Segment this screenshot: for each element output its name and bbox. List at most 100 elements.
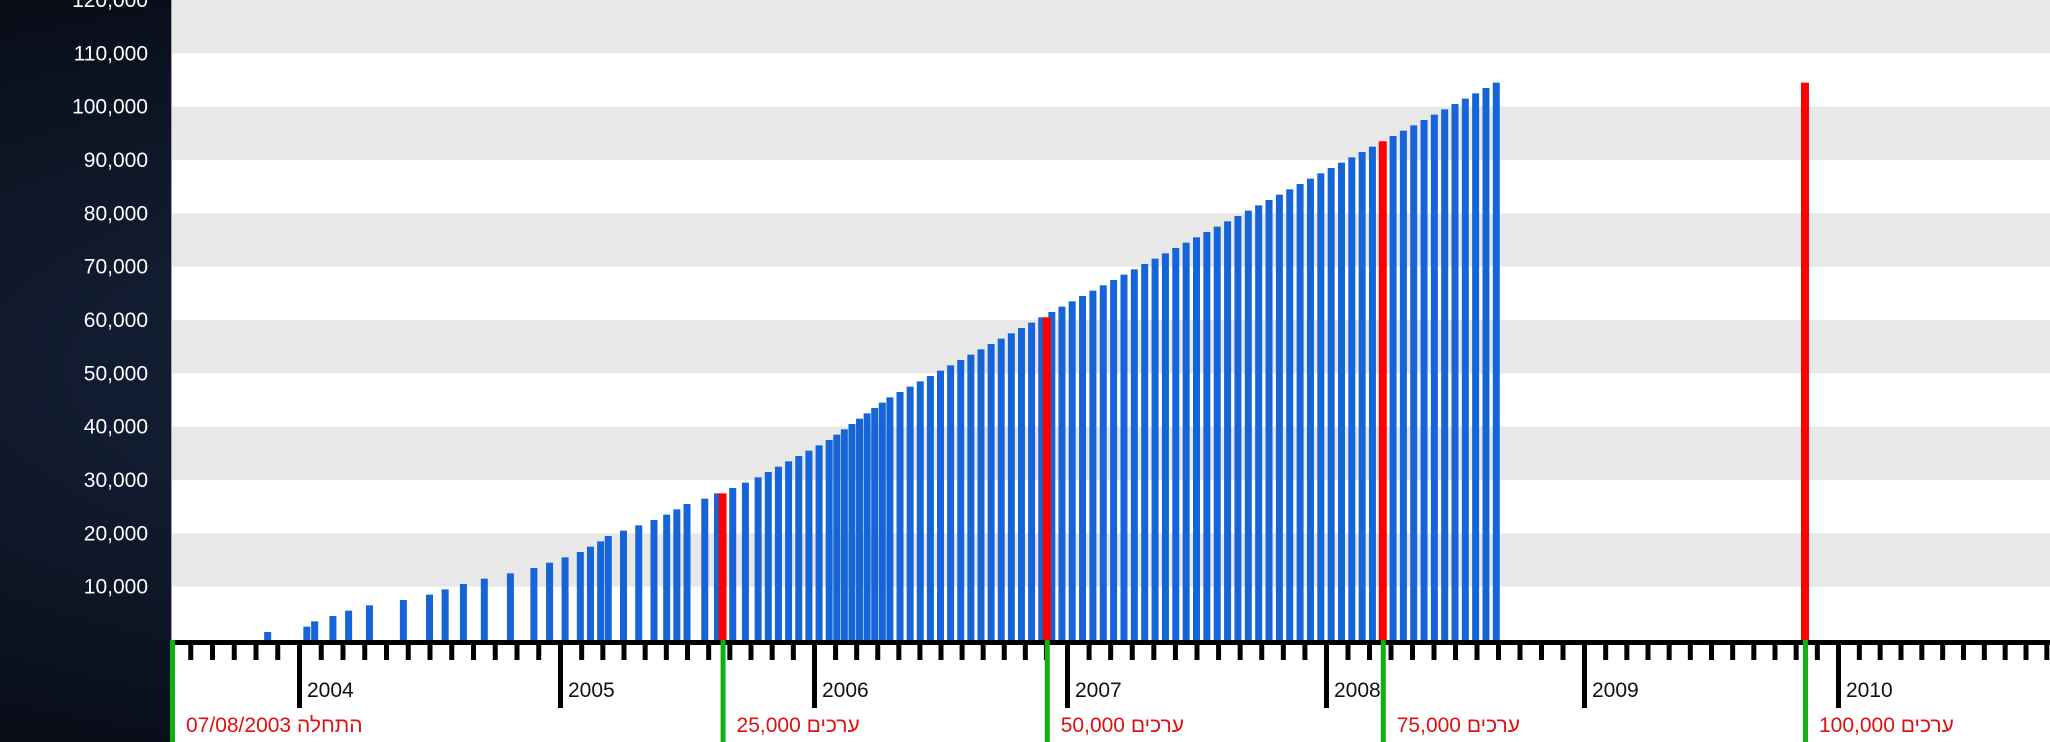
- bar: [833, 434, 841, 640]
- bar: [1368, 146, 1376, 640]
- x-minor-tick: [1172, 640, 1178, 660]
- bar: [1099, 285, 1107, 640]
- bar: [576, 552, 584, 640]
- x-minor-tick: [427, 640, 433, 660]
- bar: [459, 584, 467, 640]
- milestone-line: [720, 640, 726, 742]
- bar: [1255, 205, 1263, 641]
- x-year-tick: [1582, 640, 1587, 708]
- x-minor-tick: [1666, 640, 1672, 660]
- bar: [1079, 296, 1087, 640]
- bar: [754, 477, 762, 640]
- x-minor-tick: [1194, 640, 1200, 660]
- bar: [916, 381, 924, 640]
- x-minor-tick: [579, 640, 585, 660]
- x-minor-tick: [514, 640, 520, 660]
- milestone-label: 75,000 ערכים: [1397, 714, 1520, 737]
- bar: [1389, 136, 1397, 640]
- bar: [597, 541, 605, 640]
- x-minor-tick: [1687, 640, 1693, 660]
- x-minor-tick: [2044, 640, 2050, 660]
- x-minor-tick: [833, 640, 839, 660]
- bar: [1141, 264, 1149, 640]
- bar: [1420, 120, 1428, 640]
- bar: [1492, 82, 1500, 640]
- bar: [1410, 125, 1418, 641]
- bar: [1224, 221, 1232, 641]
- bar: [937, 370, 944, 640]
- bar: [345, 610, 353, 640]
- bar: [1430, 114, 1438, 640]
- y-tick-label: 90,000: [84, 149, 148, 172]
- x-minor-tick: [1751, 640, 1757, 660]
- x-minor-tick: [1961, 640, 1966, 660]
- bar: [604, 536, 612, 640]
- bar: [1048, 312, 1056, 640]
- x-year-tick: [558, 640, 563, 708]
- bar: [1399, 130, 1407, 640]
- milestone-bar: [1378, 141, 1387, 641]
- x-minor-tick: [980, 640, 986, 660]
- y-tick-label: 100,000: [72, 96, 148, 119]
- x-minor-tick: [748, 640, 754, 660]
- bar: [1327, 168, 1335, 640]
- bar: [506, 573, 514, 640]
- x-year-tick: [812, 640, 817, 708]
- y-tick-label: 110,000: [74, 42, 148, 65]
- bar: [856, 418, 864, 640]
- bar: [967, 354, 975, 640]
- bar: [561, 557, 569, 640]
- x-minor-tick: [1730, 640, 1736, 660]
- x-minor-tick: [492, 640, 498, 660]
- x-minor-tick: [1981, 640, 1987, 660]
- bar: [480, 578, 488, 640]
- x-minor-tick: [449, 640, 455, 660]
- bar: [546, 562, 554, 640]
- x-minor-tick: [727, 640, 733, 660]
- x-minor-tick: [896, 640, 902, 660]
- bar: [1151, 258, 1159, 640]
- x-year-label: 2010: [1846, 679, 1893, 702]
- x-year-label: 2005: [568, 679, 615, 702]
- bar: [848, 424, 856, 640]
- x-minor-tick: [1645, 640, 1651, 660]
- bar: [1089, 290, 1097, 640]
- bar: [1234, 216, 1242, 640]
- y-tick-label: 70,000: [84, 256, 148, 279]
- milestone-line: [1044, 640, 1050, 742]
- milestone-bar: [1800, 82, 1809, 640]
- x-minor-tick: [1129, 640, 1135, 660]
- x-year-tick: [1324, 640, 1329, 708]
- bar: [1161, 253, 1169, 641]
- x-minor-tick: [471, 640, 476, 660]
- x-minor-tick: [1898, 640, 1904, 660]
- x-minor-tick: [1877, 640, 1883, 660]
- x-minor-tick: [706, 640, 712, 660]
- bar: [530, 568, 538, 640]
- x-minor-tick: [1603, 640, 1609, 660]
- x-minor-tick: [1280, 640, 1286, 660]
- y-tick-label: 30,000: [84, 469, 148, 492]
- x-minor-tick: [1151, 640, 1157, 660]
- bar: [426, 594, 433, 640]
- bar: [987, 344, 995, 640]
- x-minor-tick: [1086, 640, 1092, 660]
- grid-band: [172, 0, 2050, 54]
- bar: [1203, 232, 1211, 640]
- x-minor-tick: [1108, 640, 1114, 660]
- bar: [1337, 162, 1345, 640]
- plot-left-edge: [171, 0, 172, 640]
- x-minor-tick: [1237, 640, 1243, 660]
- x-minor-tick: [1001, 640, 1007, 660]
- x-minor-tick: [685, 640, 690, 660]
- x-minor-tick: [1410, 640, 1415, 660]
- x-minor-tick: [1388, 640, 1394, 660]
- y-tick-label: 60,000: [84, 309, 148, 332]
- y-tick-label: 50,000: [84, 362, 148, 385]
- x-minor-tick: [1856, 640, 1862, 660]
- bar: [1482, 88, 1490, 640]
- bar: [620, 530, 627, 640]
- bar: [926, 376, 934, 640]
- bar: [663, 514, 671, 640]
- milestone-label: 07/08/2003 התחלה: [186, 714, 363, 737]
